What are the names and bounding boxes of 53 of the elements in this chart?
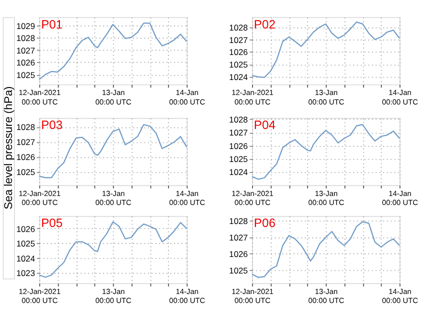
x-tick-label: 13-Jan 00:00 UTC xyxy=(95,286,132,306)
y-tick-label: 1029 xyxy=(16,20,36,31)
x-tick-label: 12-Jan-2021 00:00 UTC xyxy=(18,188,61,208)
y-tick-label: 1028 xyxy=(16,122,36,132)
y-tick-label: 1025 xyxy=(16,238,36,249)
x-tick-label: 14-Jan 00:00 UTC xyxy=(382,286,419,306)
y-tick-label: 1027 xyxy=(229,34,248,45)
line-series xyxy=(251,22,400,78)
y-tick-label: 1026 xyxy=(229,248,248,259)
y-tick-label: 1025 xyxy=(229,265,248,276)
y-tick-label: 1027 xyxy=(16,45,36,56)
x-tick-label: 13-Jan 00:00 UTC xyxy=(308,286,345,306)
y-tick-label: 1026 xyxy=(229,47,248,58)
chart-title: P06 xyxy=(254,216,276,230)
x-tick-label: 12-Jan-2021 00:00 UTC xyxy=(232,286,274,306)
x-tick-label: 14-Jan 00:00 UTC xyxy=(169,188,206,208)
x-tick-label: 13-Jan 00:00 UTC xyxy=(308,88,345,106)
y-tick-label: 1024 xyxy=(229,72,248,82)
chart-title: P01 xyxy=(41,17,63,32)
y-tick-label: 1024 xyxy=(16,253,36,264)
y-tick-label: 1024 xyxy=(229,167,248,178)
y-tick-label: 1025 xyxy=(229,154,248,164)
x-tick-label: 13-Jan 00:00 UTC xyxy=(95,188,132,208)
x-tick-label: 13-Jan 00:00 UTC xyxy=(95,88,132,106)
y-tick-label: 1028 xyxy=(229,114,248,125)
x-tick-label: 12-Jan-2021 00:00 UTC xyxy=(232,88,274,106)
y-tick-label: 1026 xyxy=(16,224,36,234)
x-tick-label: 13-Jan 00:00 UTC xyxy=(308,188,345,208)
y-tick-label: 1025 xyxy=(229,60,248,70)
y-tick-label: 1028 xyxy=(229,216,248,226)
chart-title: P04 xyxy=(254,118,276,132)
y-tick-label: 1026 xyxy=(16,152,36,162)
y-tick-label: 1023 xyxy=(16,268,36,278)
chart-title: P03 xyxy=(41,118,63,132)
chart-title: P02 xyxy=(254,17,276,32)
y-tick-label: 1028 xyxy=(229,22,248,32)
y-axis-title: Sea level pressure (hPa) xyxy=(3,86,16,210)
y-tick-label: 1027 xyxy=(16,137,36,148)
y-tick-label: 1027 xyxy=(229,128,248,138)
x-tick-label: 12-Jan-2021 00:00 UTC xyxy=(18,286,61,306)
x-tick-label: 12-Jan-2021 00:00 UTC xyxy=(18,88,61,106)
y-tick-label: 1028 xyxy=(16,33,36,44)
x-tick-label: 12-Jan-2021 00:00 UTC xyxy=(232,188,274,208)
y-tick-label: 1027 xyxy=(229,232,248,243)
y-tick-label: 1025 xyxy=(16,166,36,177)
x-tick-label: 14-Jan 00:00 UTC xyxy=(382,88,419,106)
chart-title: P05 xyxy=(41,216,63,230)
x-tick-label: 14-Jan 00:00 UTC xyxy=(169,286,206,306)
y-tick-label: 1025 xyxy=(16,70,36,80)
y-tick-label: 1026 xyxy=(229,140,248,151)
x-tick-label: 14-Jan 00:00 UTC xyxy=(382,188,419,208)
y-tick-label: 1026 xyxy=(16,58,36,68)
x-tick-label: 14-Jan 00:00 UTC xyxy=(169,88,206,106)
